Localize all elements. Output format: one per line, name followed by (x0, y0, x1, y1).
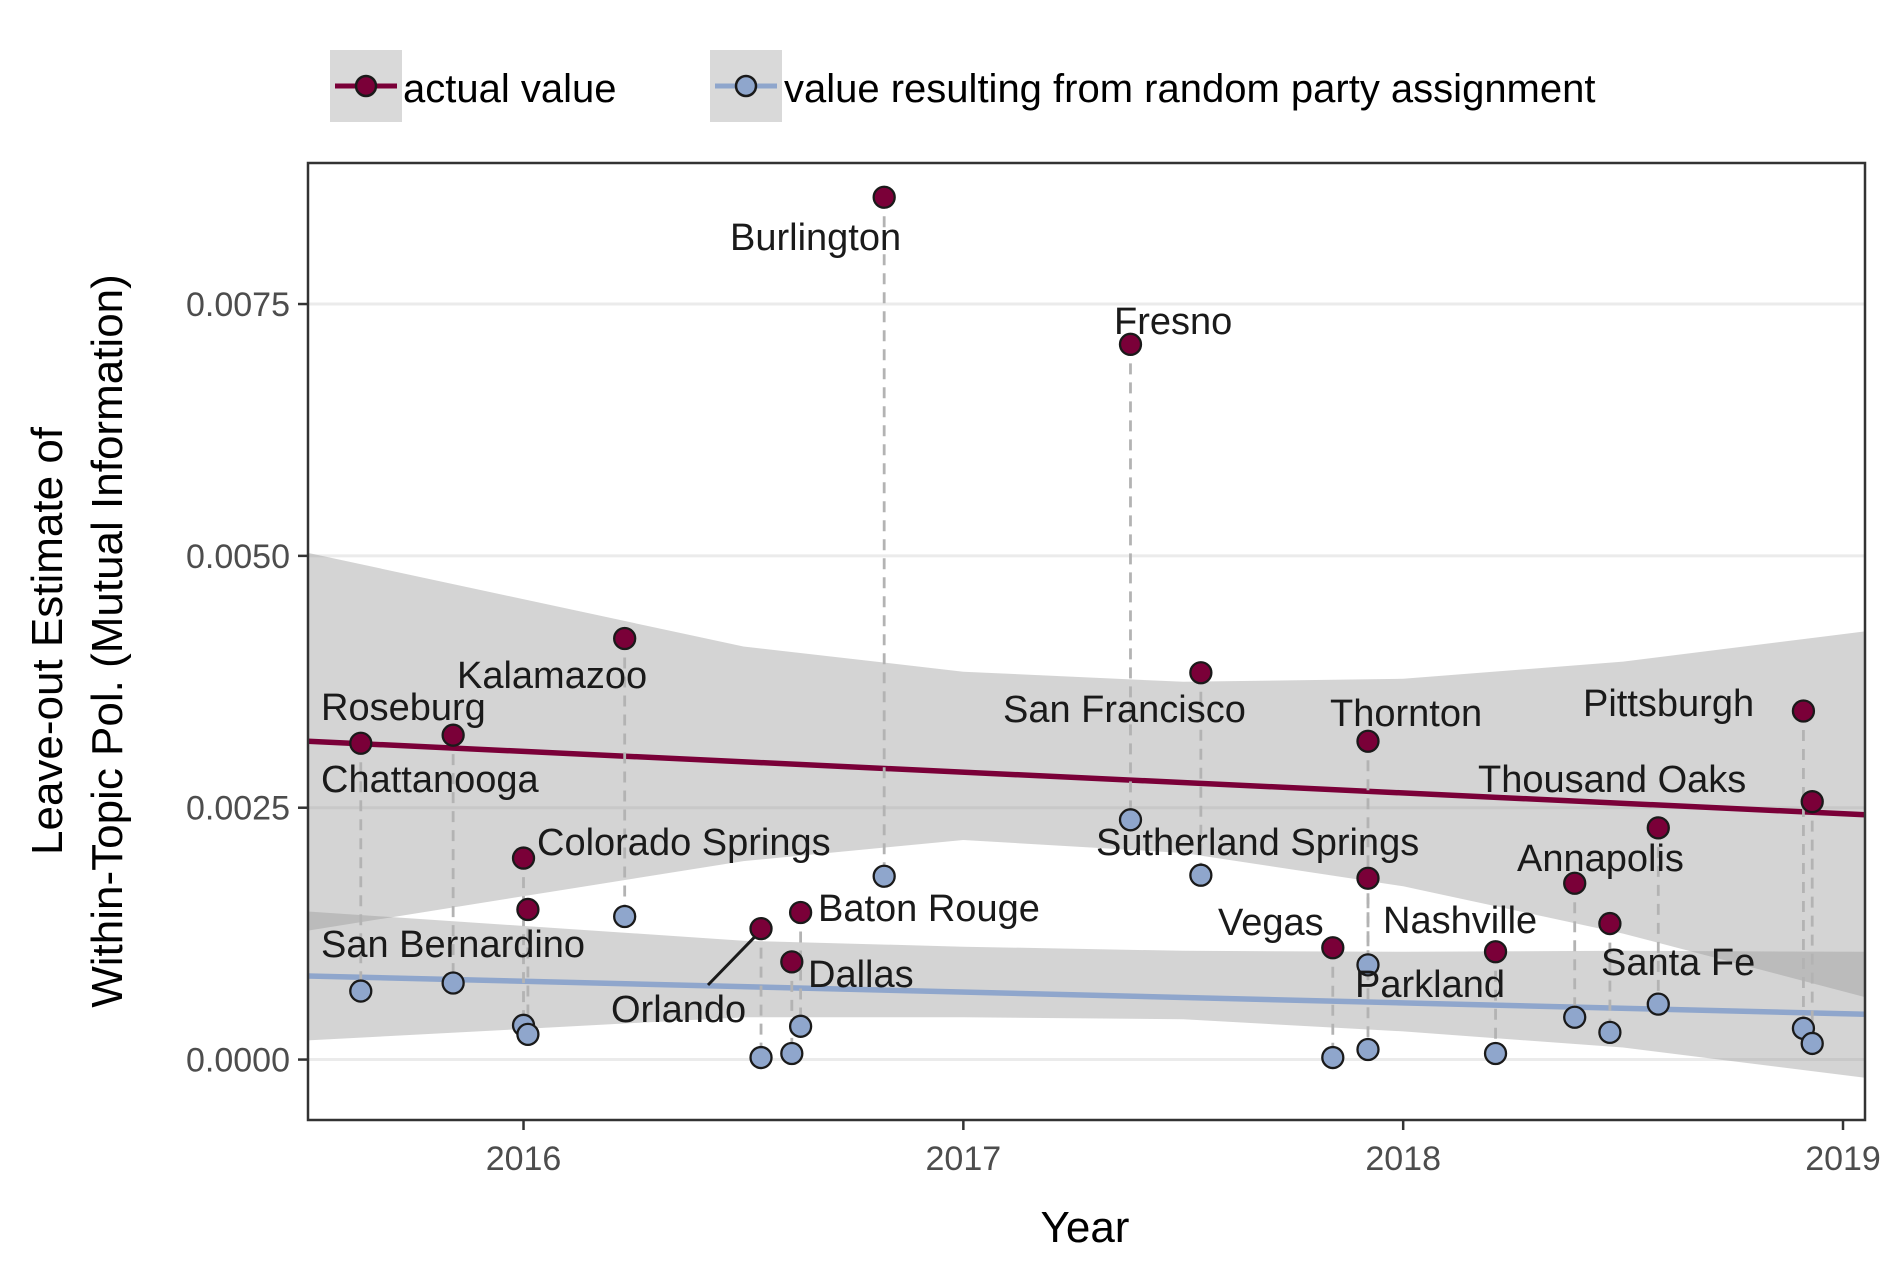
label-thornton: Thornton (1330, 693, 1482, 735)
point-random-burlington (872, 864, 896, 888)
point-actual-chattanooga (441, 723, 465, 747)
y-tick-label-0-0050: 0.0050 (186, 538, 290, 576)
point-random-annapolis (1563, 1005, 1587, 1029)
legend: actual value value resulting from random… (330, 50, 1595, 122)
point-actual-burlington (872, 185, 896, 209)
point-random-chattanooga (441, 971, 465, 995)
point-random-sutherland-springs (1646, 992, 1670, 1016)
x-tick-label-2017: 2017 (926, 1140, 1002, 1178)
point-random-fresno (1118, 808, 1143, 832)
point-random-roseburg (349, 979, 373, 1003)
point-actual-kalamazoo (613, 626, 637, 651)
x-tick-label-2019: 2019 (1805, 1140, 1881, 1178)
label-vegas: Vegas (1218, 902, 1324, 944)
y-axis: 0.0000 0.0025 0.0050 0.0075 (186, 286, 308, 1080)
point-random-santa-fe (1598, 1020, 1622, 1045)
label-kalamazoo: Kalamazoo (457, 655, 647, 697)
plot-area: Roseburg Chattanooga San Bernardino Colorad… (306, 161, 1867, 1122)
point-random-thornton (1356, 1037, 1380, 1062)
y-axis-title-line2: Within-Topic Pol. (Mutual Information) (83, 274, 132, 1008)
point-random-kalamazoo (613, 904, 637, 929)
x-axis: 2016 2017 2018 2019 (486, 1120, 1881, 1178)
point-actual-colorado-springs (516, 897, 540, 922)
dashed-connectors (359, 197, 1814, 1058)
confidence-bands (308, 552, 1865, 1078)
city-labels: Roseburg Chattanooga San Bernardino Colorad… (321, 217, 1755, 1031)
label-santa-fe: Santa Fe (1601, 942, 1755, 984)
legend-point-random (734, 74, 758, 98)
point-actual-san-francisco (1189, 661, 1213, 685)
label-roseburg: Roseburg (321, 687, 486, 729)
label-burlington: Burlington (730, 217, 901, 259)
confidence-band-actual (308, 552, 1865, 998)
label-nashville: Nashville (1383, 900, 1537, 942)
trend-line-random (307, 973, 1866, 1017)
label-pittsburgh: Pittsburgh (1583, 683, 1754, 725)
point-random-orlando (749, 1045, 773, 1070)
point-random-dallas (780, 1041, 804, 1066)
label-thousand-oaks: Thousand Oaks (1478, 759, 1746, 801)
point-actual-thornton (1356, 729, 1380, 753)
y-tick-label-0-0025: 0.0025 (186, 790, 290, 828)
y-tick-label-0-0075: 0.0075 (186, 286, 290, 324)
legend-point-actual (354, 74, 378, 98)
label-san-bernardino: San Bernardino (321, 924, 585, 966)
trend-lines (307, 738, 1866, 1017)
point-actual-san-bernardino (511, 846, 536, 870)
x-tick-label-2016: 2016 (486, 1140, 562, 1178)
point-random-colorado-springs (516, 1022, 540, 1047)
label-orlando: Orlando (611, 989, 746, 1031)
point-random-thousand-oaks (1800, 1031, 1824, 1056)
point-actual-nashville (1483, 940, 1508, 964)
label-dallas: Dallas (808, 954, 914, 996)
y-axis-title-line1: Leave-out Estimate of (23, 426, 72, 855)
label-annapolis: Annapolis (1517, 838, 1684, 880)
label-parkland: Parkland (1355, 964, 1505, 1006)
label-baton-rouge: Baton Rouge (818, 888, 1040, 930)
legend-label-random: value resulting from random party assign… (784, 67, 1595, 111)
point-actual-parkland (1356, 866, 1380, 890)
x-axis-title: Year (1041, 1203, 1130, 1252)
point-actual-santa-fe (1598, 911, 1622, 936)
label-san-francisco: San Francisco (1003, 689, 1246, 731)
point-random-parkland (1356, 953, 1380, 977)
point-actual-vegas (1321, 936, 1345, 960)
plot-border (306, 161, 1867, 1122)
point-actual-baton-rouge (788, 900, 813, 925)
label-sutherland-springs: Sutherland Springs (1096, 822, 1419, 864)
point-random-nashville (1483, 1041, 1508, 1066)
point-actual-roseburg (349, 731, 373, 755)
point-random-san-francisco (1189, 863, 1213, 887)
x-tick-label-2018: 2018 (1365, 1140, 1441, 1178)
point-random-vegas (1321, 1045, 1345, 1070)
point-actual-orlando (749, 916, 773, 941)
point-actual-dallas (780, 950, 804, 974)
data-points (349, 185, 1824, 1070)
point-actual-sutherland-springs (1646, 816, 1670, 840)
point-actual-pittsburgh (1791, 699, 1816, 723)
point-actual-fresno (1118, 332, 1143, 356)
y-tick-label-0-0000: 0.0000 (186, 1042, 290, 1080)
label-fresno: Fresno (1114, 301, 1232, 343)
point-actual-annapolis (1563, 871, 1587, 895)
trend-line-actual (307, 738, 1866, 818)
point-random-baton-rouge (788, 1014, 813, 1038)
label-colorado-springs: Colorado Springs (537, 822, 831, 864)
label-chattanooga: Chattanooga (321, 759, 539, 801)
legend-label-actual: actual value (403, 67, 616, 111)
leader-line-orlando (706, 935, 757, 987)
gridlines (308, 302, 1865, 1062)
point-actual-thousand-oaks (1800, 790, 1824, 814)
